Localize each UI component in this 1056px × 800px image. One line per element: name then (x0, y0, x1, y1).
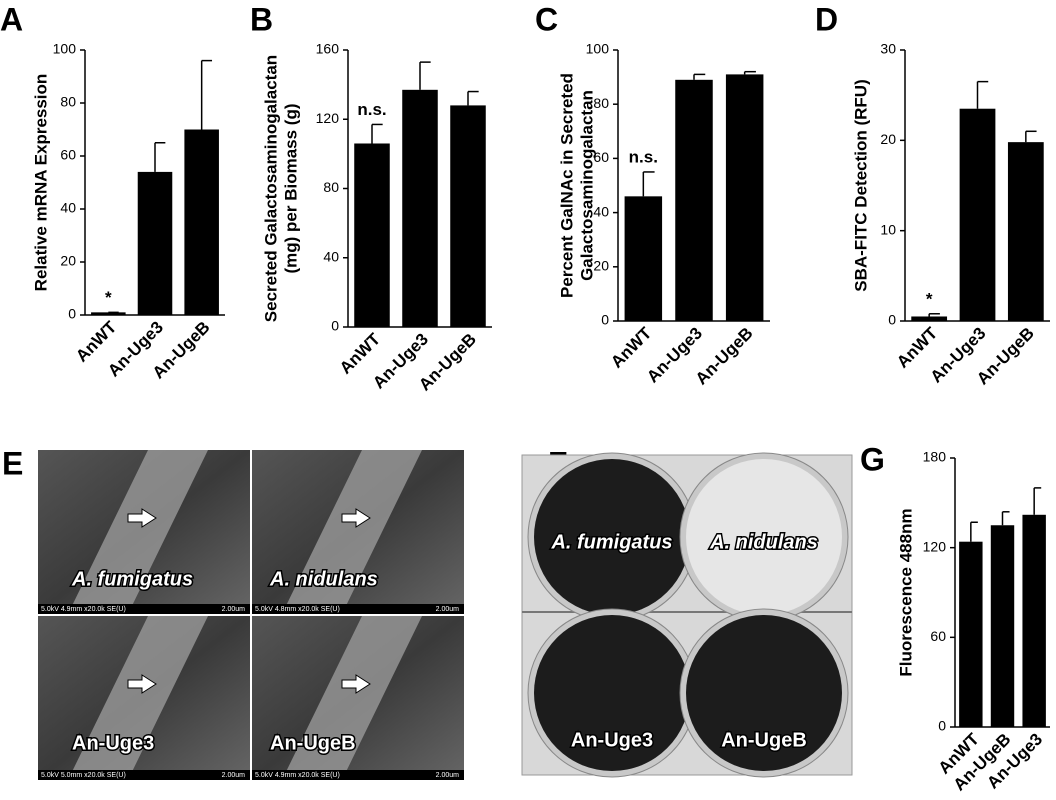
bar (959, 541, 983, 727)
annotation: n.s. (629, 147, 658, 166)
info-bar (38, 604, 250, 614)
well (686, 459, 842, 615)
bar (354, 143, 390, 327)
y-tick-label: 0 (938, 718, 946, 734)
tile-info: 5.0kV 4.9mm x20.0k SE(U) (255, 772, 340, 779)
panel-label: C (535, 1, 558, 37)
well-label: A. nidulans (709, 531, 818, 553)
y-tick-label: 0 (68, 306, 76, 322)
scale-bar-label: 2.00um (222, 606, 246, 613)
y-tick-label: 20 (880, 131, 896, 147)
well-label: A. fumigatus (550, 531, 672, 553)
panel-label: B (250, 1, 273, 37)
bar (1007, 142, 1044, 321)
y-tick-label: 80 (593, 95, 609, 111)
hypha (282, 616, 422, 780)
tile-label: An-Uge3 (72, 732, 154, 754)
y-tick-label: 20 (593, 258, 609, 274)
y-tick-label: 180 (923, 449, 947, 465)
arrow (341, 674, 371, 694)
arrow (127, 674, 157, 694)
scale-bar-label: 2.00um (436, 772, 460, 779)
y-axis-label: Galactosaminogalactan (577, 90, 596, 281)
y-tick-label: 60 (593, 149, 609, 165)
y-tick-label: 120 (316, 110, 340, 126)
well (534, 459, 690, 615)
y-tick-label: 100 (586, 41, 610, 57)
y-tick-label: 10 (880, 221, 896, 237)
well-label: An-UgeB (721, 729, 807, 751)
well-label: An-Uge3 (571, 729, 653, 751)
hypha (282, 450, 422, 614)
y-tick-label: 0 (331, 318, 339, 334)
arrow (341, 508, 371, 528)
info-bar (252, 604, 464, 614)
info-bar (252, 770, 464, 780)
bar (91, 312, 126, 315)
bar (911, 316, 948, 321)
y-axis-label: Fluorescence 488nm (896, 508, 915, 676)
panel-label: A (0, 1, 23, 37)
bar (725, 74, 764, 321)
bar (990, 525, 1015, 727)
info-bar (38, 770, 250, 780)
panel-label: E (2, 445, 23, 481)
bar (184, 129, 219, 315)
y-tick-label: 120 (923, 538, 947, 554)
bar (959, 108, 996, 321)
annotation: n.s. (357, 100, 386, 119)
arrow (127, 508, 157, 528)
tile-label: An-UgeB (270, 732, 356, 754)
tile-info: 5.0kV 4.9mm x20.0k SE(U) (41, 606, 126, 613)
tile-label: A. nidulans (269, 568, 378, 590)
tile-info: 5.0kV 4.8mm x20.0k SE(U) (255, 606, 340, 613)
y-tick-label: 40 (593, 203, 609, 219)
y-tick-label: 80 (60, 94, 76, 110)
y-tick-label: 160 (316, 41, 340, 57)
bar (624, 196, 663, 321)
well (534, 615, 690, 771)
y-tick-label: 100 (53, 41, 77, 57)
y-tick-label: 0 (601, 312, 609, 328)
hypha (68, 450, 208, 614)
hypha (68, 616, 208, 780)
panel-label: D (815, 1, 838, 37)
bar (450, 105, 486, 328)
annotation: * (926, 289, 933, 308)
bar (1022, 514, 1046, 727)
scale-bar-label: 2.00um (436, 606, 460, 613)
y-tick-label: 30 (880, 41, 896, 57)
y-axis-label: SBA-FITC Detection (RFU) (851, 79, 870, 291)
tile-info: 5.0kV 5.0mm x20.0k SE(U) (41, 772, 126, 779)
y-tick-label: 20 (60, 253, 76, 269)
well (686, 615, 842, 771)
y-axis-label: (mg) per Biomass (g) (281, 103, 300, 273)
annotation: * (105, 288, 112, 307)
y-axis-label: Secreted Galactosaminogalactan (261, 55, 280, 322)
y-axis-label: Relative mRNA Expression (31, 74, 50, 292)
y-tick-label: 0 (888, 312, 896, 328)
y-tick-label: 40 (323, 248, 339, 264)
y-tick-label: 60 (60, 147, 76, 163)
bar (137, 171, 173, 315)
tile-label: A. fumigatus (71, 568, 193, 590)
y-tick-label: 80 (323, 179, 339, 195)
bar (675, 79, 713, 321)
y-tick-label: 60 (930, 628, 946, 644)
y-tick-label: 40 (60, 200, 76, 216)
y-axis-label: Percent GalNAc in Secreted (557, 73, 576, 298)
panel-label: G (860, 441, 885, 477)
scale-bar-label: 2.00um (222, 772, 246, 779)
x-tick-label: AnWT (607, 323, 656, 372)
bar (402, 89, 438, 327)
